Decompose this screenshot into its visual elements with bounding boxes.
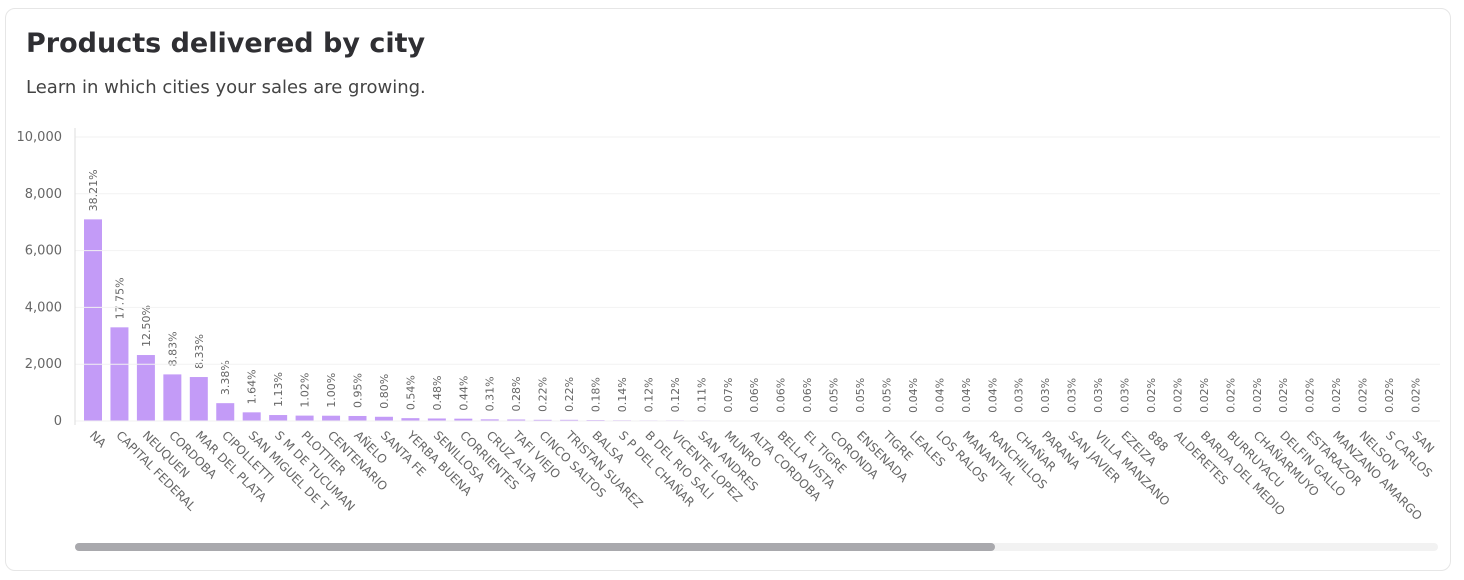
value-label: 0.02% <box>1410 378 1423 413</box>
value-label: 1.00% <box>325 373 338 408</box>
bar <box>374 416 393 421</box>
value-label: 0.02% <box>1357 378 1370 413</box>
chart-subtitle: Learn in which cities your sales are gro… <box>26 77 426 98</box>
value-label: 0.04% <box>907 378 920 413</box>
value-label: 0.02% <box>1277 378 1290 413</box>
value-label: 0.18% <box>590 377 603 412</box>
x-tick-label: NA <box>87 428 110 451</box>
value-label: 0.04% <box>960 378 973 413</box>
value-label: 0.02% <box>1198 378 1211 413</box>
y-tick-label: 2,000 <box>25 357 62 372</box>
bar <box>480 419 499 421</box>
value-label: 0.03% <box>1039 378 1052 413</box>
chart-title: Products delivered by city <box>26 28 426 59</box>
value-label: 0.02% <box>1145 378 1158 413</box>
bar <box>507 419 526 421</box>
bar <box>163 374 182 421</box>
bar <box>110 327 129 421</box>
value-label: 0.31% <box>484 376 497 411</box>
value-label: 0.02% <box>1330 378 1343 413</box>
value-label: 0.06% <box>748 378 761 413</box>
bar <box>269 415 288 421</box>
value-label: 0.04% <box>933 378 946 413</box>
value-label: 0.03% <box>1092 378 1105 413</box>
bar <box>84 219 102 421</box>
value-label: 0.95% <box>352 373 365 408</box>
card <box>5 8 1451 571</box>
bar <box>348 415 367 421</box>
value-label: 0.80% <box>378 374 391 409</box>
value-label: 0.03% <box>1013 378 1026 413</box>
value-label: 0.28% <box>510 377 523 412</box>
value-label: 0.02% <box>1171 378 1184 413</box>
bar <box>427 418 446 421</box>
value-label: 0.22% <box>563 377 576 412</box>
value-label: 1.64% <box>246 369 259 404</box>
value-label: 0.05% <box>881 378 894 413</box>
value-label: 1.02% <box>299 373 312 408</box>
bar <box>560 419 579 421</box>
value-label: 0.02% <box>1224 378 1237 413</box>
value-label: 3.38% <box>219 360 232 395</box>
y-tick-label: 4,000 <box>25 300 62 315</box>
value-label: 0.02% <box>1251 378 1264 413</box>
value-label: 0.05% <box>828 378 841 413</box>
value-label: 0.22% <box>537 377 550 412</box>
value-label: 0.54% <box>404 375 417 410</box>
value-label: 1.13% <box>272 372 285 407</box>
scrollbar-thumb[interactable] <box>75 543 995 551</box>
value-label: 0.44% <box>457 376 470 411</box>
y-tick-label: 0 <box>54 414 62 429</box>
value-label: 0.12% <box>642 377 655 412</box>
value-label: 0.12% <box>669 377 682 412</box>
value-label: 0.11% <box>695 377 708 412</box>
value-label: 0.06% <box>775 378 788 413</box>
value-label: 0.07% <box>722 378 735 413</box>
value-label: 0.02% <box>1304 378 1317 413</box>
bar <box>401 418 420 421</box>
bar <box>322 415 341 421</box>
value-label: 8.83% <box>166 331 179 366</box>
value-label: 8.33% <box>193 334 206 369</box>
y-tick-label: 8,000 <box>25 187 62 202</box>
bar <box>216 403 235 421</box>
value-label: 0.48% <box>431 376 444 411</box>
value-label: 0.03% <box>1119 378 1132 413</box>
value-label: 0.06% <box>801 378 814 413</box>
value-label: 0.03% <box>1066 378 1079 413</box>
bar <box>533 419 552 421</box>
bar <box>242 412 261 421</box>
bar <box>295 415 314 421</box>
bar <box>189 377 208 421</box>
y-tick-label: 10,000 <box>17 130 63 145</box>
value-label: 0.04% <box>986 378 999 413</box>
value-label: 17.75% <box>113 277 126 319</box>
y-tick-label: 6,000 <box>25 244 62 259</box>
value-label: 0.05% <box>854 378 867 413</box>
bar <box>454 418 473 421</box>
bar <box>136 355 155 421</box>
value-label: 0.14% <box>616 377 629 412</box>
value-label: 38.21% <box>87 169 100 211</box>
value-label: 12.50% <box>140 305 153 347</box>
value-label: 0.02% <box>1383 378 1396 413</box>
